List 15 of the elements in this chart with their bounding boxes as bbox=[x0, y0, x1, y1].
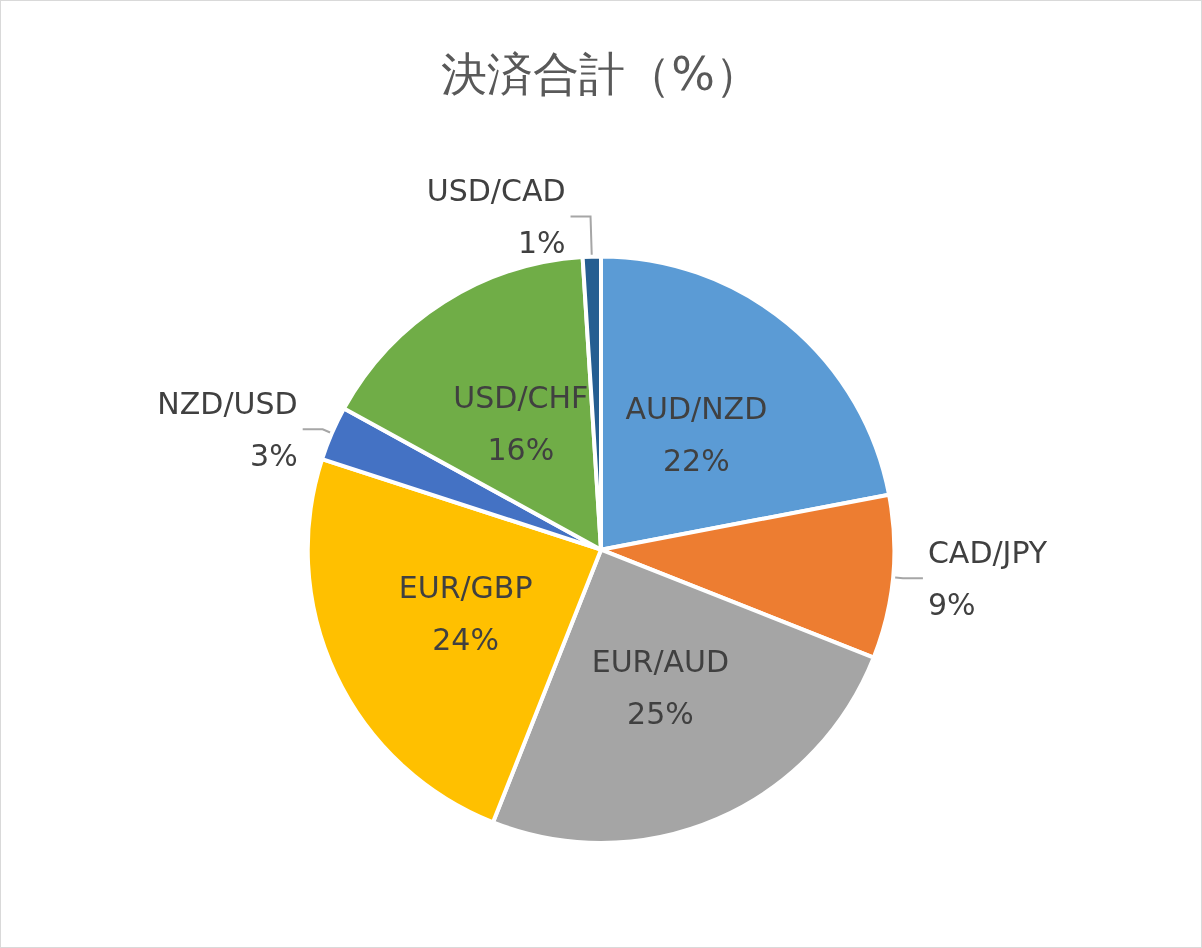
slice-label: EUR/GBP bbox=[398, 569, 533, 605]
data-label: 22% bbox=[663, 442, 730, 478]
data-label: 16% bbox=[487, 431, 555, 467]
chart-title: 決済合計（%） bbox=[441, 47, 761, 101]
data-label: 24% bbox=[432, 621, 499, 657]
slice-label: USD/CHF bbox=[453, 379, 589, 415]
data-label: 9% bbox=[927, 586, 976, 622]
slice-label: EUR/AUD bbox=[591, 643, 730, 679]
data-label: 3% bbox=[250, 437, 298, 473]
slice-label: AUD/NZD bbox=[625, 390, 768, 426]
slice-label: CAD/JPY bbox=[927, 534, 1048, 570]
slice-label: USD/CAD bbox=[426, 173, 566, 209]
data-label: 1% bbox=[517, 225, 566, 261]
data-label: 25% bbox=[627, 695, 694, 731]
slice-label: NZD/USD bbox=[157, 385, 298, 421]
